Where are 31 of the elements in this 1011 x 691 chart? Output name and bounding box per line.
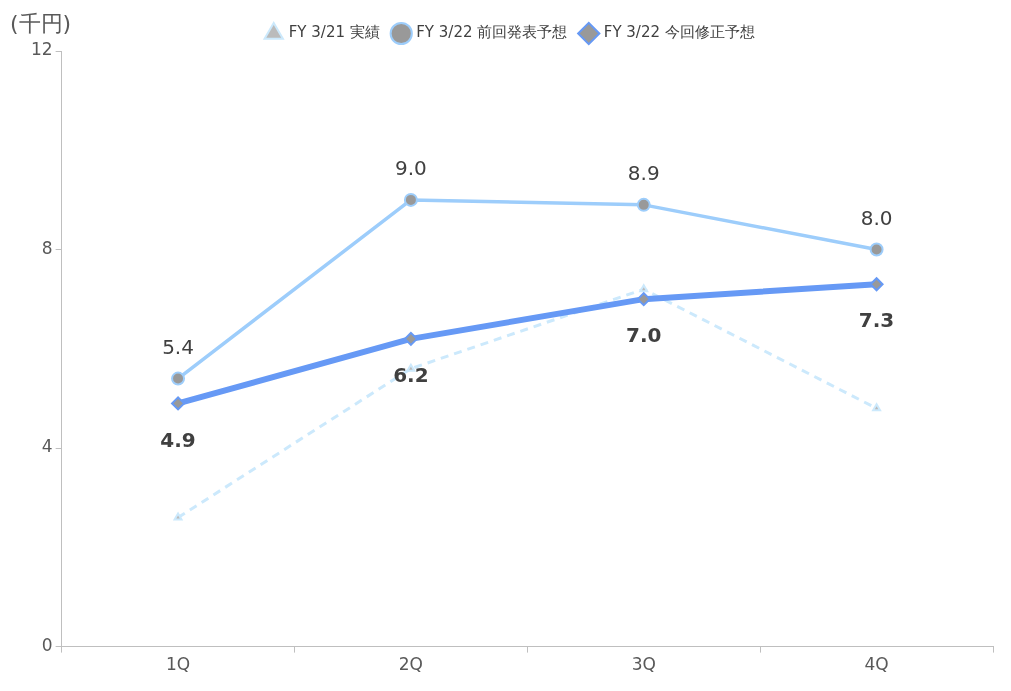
y-tick-label: 8 bbox=[41, 237, 53, 258]
point bbox=[636, 197, 651, 212]
point bbox=[872, 403, 882, 412]
point bbox=[869, 277, 884, 292]
legend-label: FY 3/22 前回発表予想 bbox=[416, 23, 568, 42]
point bbox=[403, 192, 418, 207]
data-label: 6.2 bbox=[393, 363, 429, 388]
point bbox=[403, 331, 418, 346]
data-label: 7.0 bbox=[626, 323, 662, 348]
x-tick-label: 1Q bbox=[165, 654, 191, 675]
point bbox=[171, 396, 186, 411]
x-tick-label: 3Q bbox=[631, 654, 656, 675]
y-axis-title: (千円) bbox=[10, 10, 72, 36]
y-tick-label: 4 bbox=[41, 436, 53, 457]
point bbox=[636, 292, 651, 307]
data-label: 9.0 bbox=[394, 156, 427, 181]
x-tick-label: 2Q bbox=[398, 654, 423, 675]
y-tick-label: 12 bbox=[30, 39, 53, 60]
legend-label: FY 3/22 今回修正予想 bbox=[603, 23, 755, 42]
data-label: 8.9 bbox=[627, 161, 660, 186]
data-label: 8.0 bbox=[860, 205, 893, 230]
point bbox=[869, 242, 884, 257]
x-tick-label: 4Q bbox=[864, 654, 889, 675]
data-label: 7.3 bbox=[858, 308, 895, 333]
legend-label: FY 3/21 実績 bbox=[288, 23, 380, 42]
data-label: 4.9 bbox=[160, 427, 196, 452]
point bbox=[639, 284, 649, 293]
point bbox=[171, 371, 186, 386]
y-tick-label: 0 bbox=[41, 635, 53, 656]
data-label: 5.4 bbox=[162, 334, 194, 359]
point bbox=[173, 512, 183, 521]
